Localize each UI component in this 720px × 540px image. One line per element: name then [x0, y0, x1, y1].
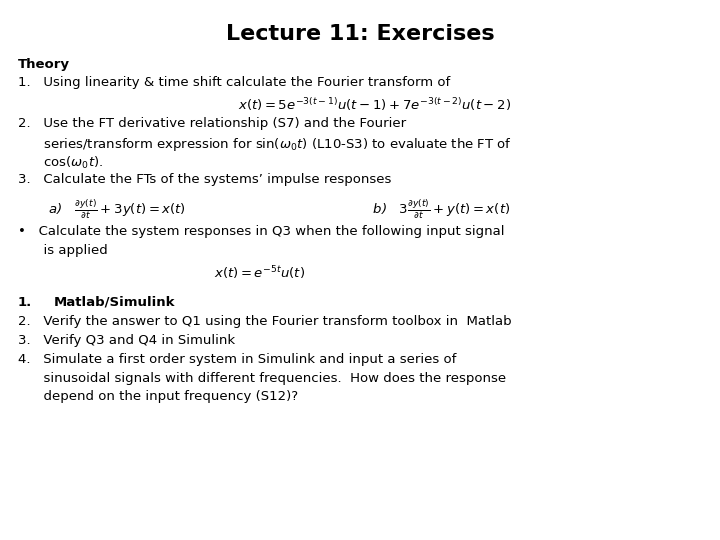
Text: $x(t) = e^{-5t}u(t)$: $x(t) = e^{-5t}u(t)$ — [214, 265, 305, 282]
Text: b)   $3\frac{\partial y(t)}{\partial t} + y(t) = x(t)$: b) $3\frac{\partial y(t)}{\partial t} + … — [360, 198, 510, 221]
Text: a)   $\frac{\partial y(t)}{\partial t} + 3y(t) = x(t)$: a) $\frac{\partial y(t)}{\partial t} + 3… — [36, 198, 186, 221]
Text: 1.   Using linearity & time shift calculate the Fourier transform of: 1. Using linearity & time shift calculat… — [18, 76, 450, 89]
Text: Matlab/Simulink: Matlab/Simulink — [54, 296, 176, 309]
Text: 4.   Simulate a first order system in Simulink and input a series of: 4. Simulate a first order system in Simu… — [18, 353, 456, 366]
Text: sinusoidal signals with different frequencies.  How does the response: sinusoidal signals with different freque… — [18, 372, 506, 384]
Text: $x(t) = 5e^{-3(t-1)}u(t-1) + 7e^{-3(t-2)}u(t-2)$: $x(t) = 5e^{-3(t-1)}u(t-1) + 7e^{-3(t-2)… — [238, 96, 511, 113]
Text: series/transform expression for sin($\omega_0 t$) (L10-S3) to evaluate the FT of: series/transform expression for sin($\om… — [18, 136, 512, 152]
Text: depend on the input frequency (S12)?: depend on the input frequency (S12)? — [18, 390, 298, 403]
Text: cos($\omega_0 t$).: cos($\omega_0 t$). — [18, 154, 103, 171]
Text: 1.: 1. — [18, 296, 32, 309]
Text: 2.   Verify the answer to Q1 using the Fourier transform toolbox in  Matlab: 2. Verify the answer to Q1 using the Fou… — [18, 315, 512, 328]
Text: Theory: Theory — [18, 58, 70, 71]
Text: 3.   Verify Q3 and Q4 in Simulink: 3. Verify Q3 and Q4 in Simulink — [18, 334, 235, 347]
Text: 2.   Use the FT derivative relationship (S7) and the Fourier: 2. Use the FT derivative relationship (S… — [18, 117, 406, 130]
Text: •   Calculate the system responses in Q3 when the following input signal: • Calculate the system responses in Q3 w… — [18, 225, 505, 238]
Text: 3.   Calculate the FTs of the systems’ impulse responses: 3. Calculate the FTs of the systems’ imp… — [18, 173, 392, 186]
Text: Lecture 11: Exercises: Lecture 11: Exercises — [225, 24, 495, 44]
Text: is applied: is applied — [18, 244, 108, 257]
